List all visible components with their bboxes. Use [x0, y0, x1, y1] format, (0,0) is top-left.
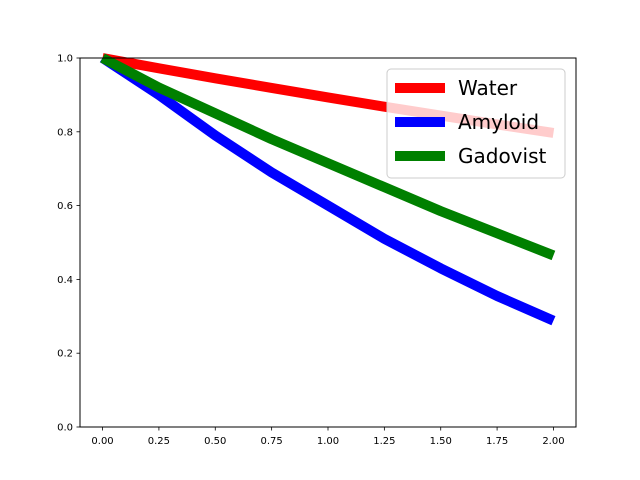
y-tick-label: 0.0 — [57, 423, 73, 434]
series-line-amyloid — [99, 53, 556, 326]
plot-area: 0.00 0.25 0.50 0.75 1.00 1.25 1.50 1.75 2.00 0.0 0… — [57, 53, 577, 447]
x-tick-label: 1.50 — [430, 436, 452, 447]
legend-label-gadovist: Gadovist — [458, 144, 546, 168]
x-tick-label: 1.75 — [486, 436, 508, 447]
legend: Water Amyloid Gadovist — [386, 68, 566, 179]
x-tick-label: 1.00 — [317, 436, 339, 447]
legend-label-amyloid: Amyloid — [458, 110, 539, 134]
legend-label-water: Water — [458, 76, 518, 100]
x-tick-label: 0.25 — [148, 436, 170, 447]
x-tick-label: 0.00 — [91, 436, 113, 447]
x-tick-label: 2.00 — [542, 436, 564, 447]
y-tick-label: 0.8 — [57, 127, 73, 138]
y-tick-label: 1.0 — [57, 54, 73, 65]
y-tick-label: 0.6 — [57, 201, 73, 212]
legend-box — [386, 68, 566, 179]
x-tick-label: 0.50 — [204, 436, 226, 447]
y-tick-label: 0.2 — [57, 349, 73, 360]
y-tick-label: 0.4 — [57, 275, 73, 286]
x-tick-label: 1.25 — [373, 436, 395, 447]
series-line-gadovist — [100, 53, 556, 261]
x-tick-label: 0.75 — [261, 436, 283, 447]
